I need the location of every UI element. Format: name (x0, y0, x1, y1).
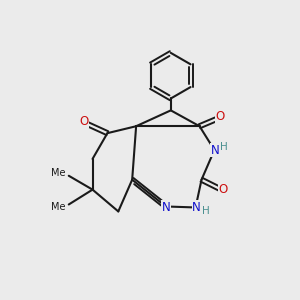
Text: Me: Me (51, 202, 66, 212)
Text: O: O (219, 183, 228, 196)
Text: O: O (79, 115, 88, 128)
Text: Me: Me (51, 168, 66, 178)
Text: O: O (216, 110, 225, 123)
Text: N: N (161, 201, 170, 214)
Text: H: H (202, 206, 209, 216)
Text: N: N (211, 143, 220, 157)
Text: H: H (220, 142, 228, 152)
Text: N: N (192, 201, 201, 214)
